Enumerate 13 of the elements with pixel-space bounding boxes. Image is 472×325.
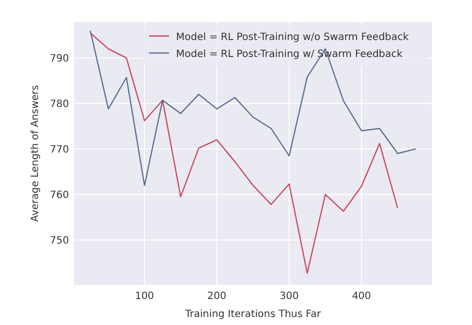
y-tick-label: 780 — [50, 98, 69, 110]
line-series — [90, 30, 416, 186]
x-tick-label: 100 — [134, 291, 154, 302]
y-tick-label: 790 — [50, 53, 69, 64]
y-axis-title: Average Length of Answers — [30, 85, 41, 222]
y-tick-label: 770 — [50, 144, 69, 156]
x-tick-label: 200 — [207, 291, 226, 302]
x-axis-title: Training Iterations Thus Far — [184, 309, 322, 320]
y-tick-label: 760 — [50, 190, 69, 201]
x-tick-label: 300 — [280, 291, 299, 302]
y-tick-label: 750 — [50, 235, 69, 246]
x-tick-label: 400 — [352, 291, 372, 302]
legend-label: Model = RL Post-Training w/o Swarm Feedback — [176, 32, 409, 43]
